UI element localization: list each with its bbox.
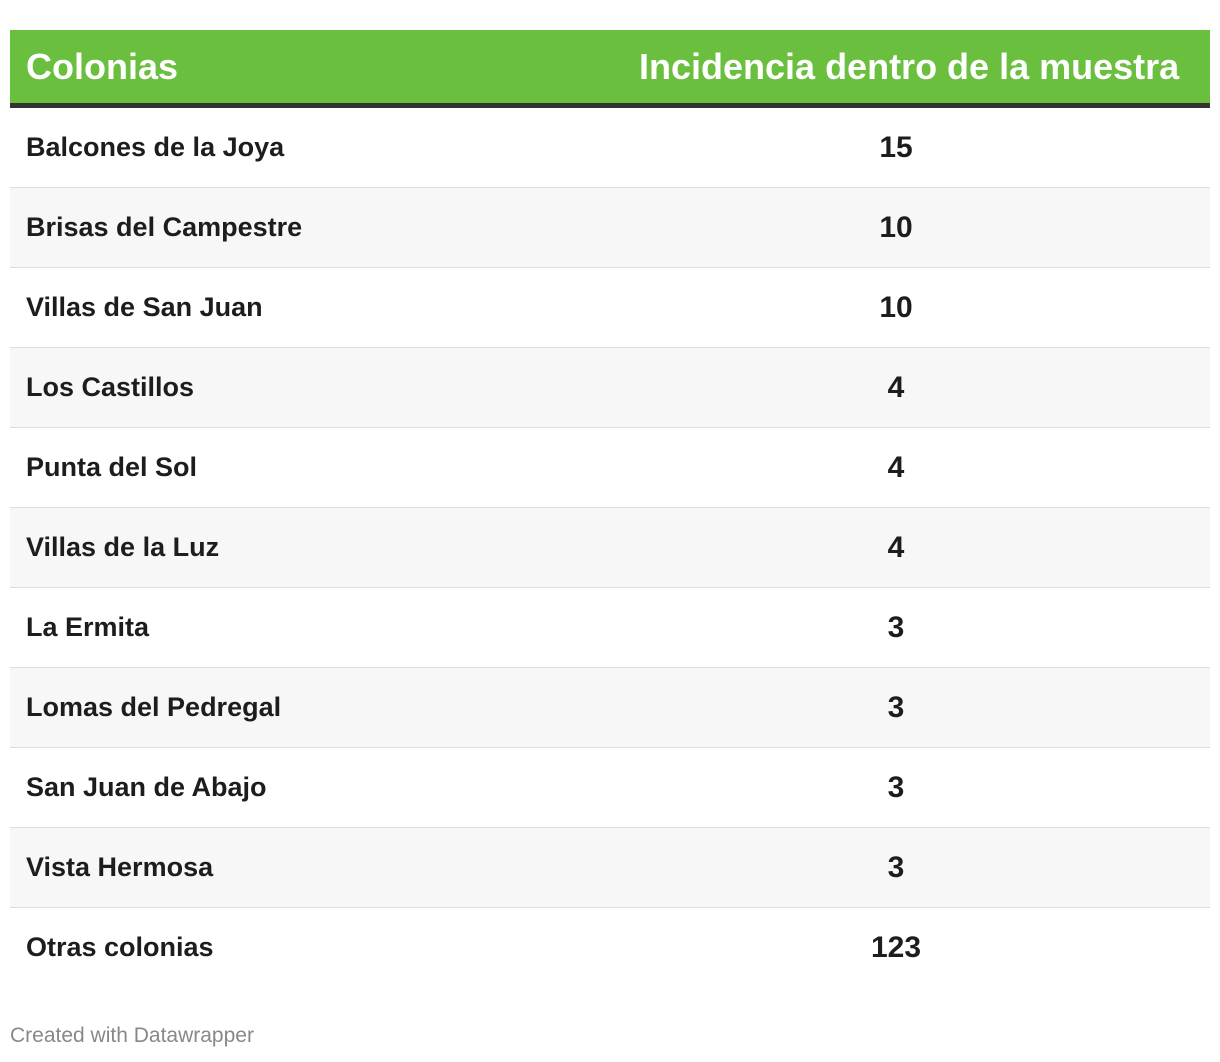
table-row: La Ermita 3 (10, 588, 1210, 668)
row-incidencia-value: 3 (887, 690, 905, 724)
column-header-incidencia: Incidencia dentro de la muestra (639, 45, 1180, 87)
row-incidencia-value: 3 (887, 770, 905, 804)
row-colonia-name: Vista Hermosa (26, 852, 214, 882)
table-row: Brisas del Campestre 10 (10, 188, 1210, 268)
row-colonia-name: Villas de San Juan (26, 292, 263, 322)
row-incidencia-value: 10 (879, 290, 913, 324)
row-incidencia-value: 3 (887, 610, 905, 644)
table-row: Vista Hermosa 3 (10, 828, 1210, 908)
row-colonia-name: Villas de la Luz (26, 532, 220, 562)
table-header: Colonias Incidencia dentro de la muestra (10, 30, 1210, 108)
row-colonia-name: Brisas del Campestre (26, 212, 303, 242)
row-colonia-name: Lomas del Pedregal (26, 692, 282, 722)
row-incidencia-value: 10 (879, 210, 913, 244)
table-row: Punta del Sol 4 (10, 428, 1210, 508)
data-table: Colonias Incidencia dentro de la muestra… (10, 30, 1210, 987)
table-row: Villas de la Luz 4 (10, 508, 1210, 588)
table-row: Los Castillos 4 (10, 348, 1210, 428)
row-colonia-name: Los Castillos (26, 372, 195, 402)
row-incidencia-value: 15 (879, 130, 913, 164)
row-incidencia-value: 123 (870, 930, 922, 964)
row-incidencia-value: 3 (887, 850, 905, 884)
row-colonia-name: La Ermita (26, 612, 150, 642)
row-colonia-name: Punta del Sol (26, 452, 198, 482)
row-incidencia-value: 4 (887, 530, 905, 564)
table-row: Balcones de la Joya 15 (10, 108, 1210, 188)
table-row: San Juan de Abajo 3 (10, 748, 1210, 828)
row-incidencia-value: 4 (887, 370, 905, 404)
table-row: Lomas del Pedregal 3 (10, 668, 1210, 748)
row-colonia-name: Balcones de la Joya (26, 132, 285, 162)
table-row: Otras colonias 123 (10, 908, 1210, 987)
row-incidencia-value: 4 (887, 450, 905, 484)
row-colonia-name: San Juan de Abajo (26, 772, 267, 802)
row-colonia-name: Otras colonias (26, 932, 214, 962)
column-header-colonias: Colonias (26, 45, 179, 87)
table-body: Balcones de la Joya 15 Brisas del Campestr… (10, 108, 1210, 987)
datawrapper-credit: Created with Datawrapper (10, 1024, 254, 1047)
table-row: Villas de San Juan 10 (10, 268, 1210, 348)
